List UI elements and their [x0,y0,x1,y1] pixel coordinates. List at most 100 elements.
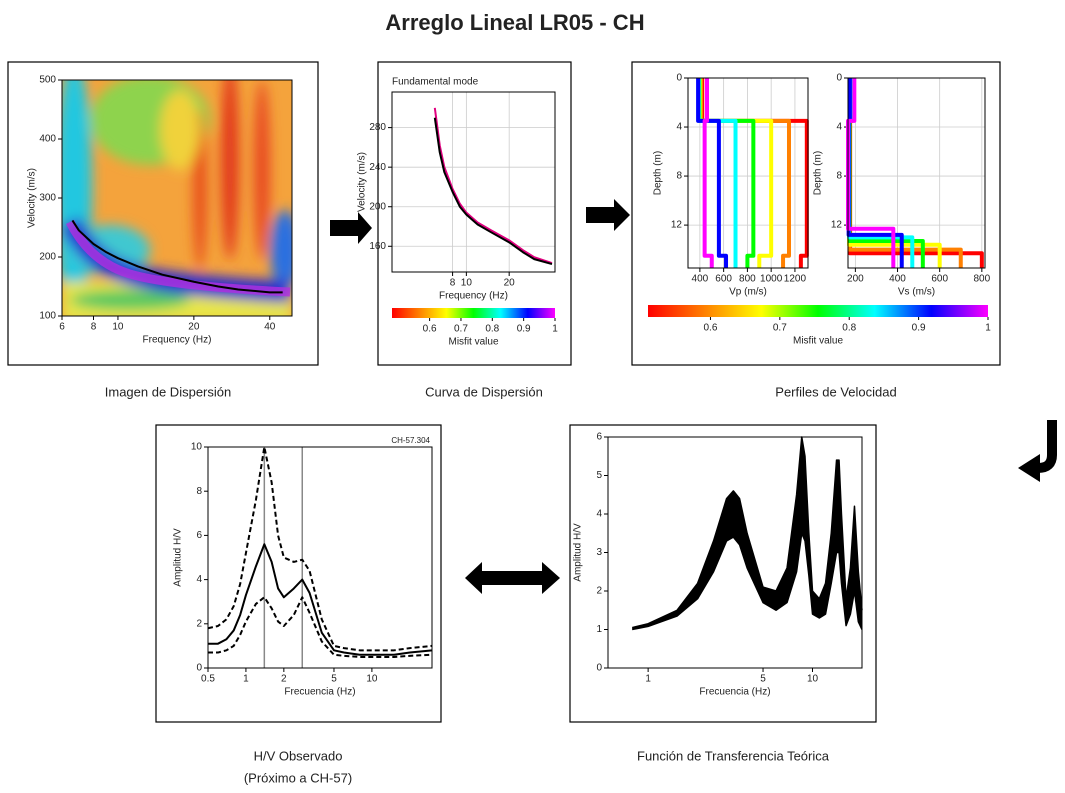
x-tick-label: 8 [91,322,97,333]
return-arrow [1018,420,1057,482]
plot-frame [391,91,556,273]
y-tick-label: 6 [196,530,202,541]
colorbar-tick-label: 0.8 [842,323,856,334]
y-tick-label: 10 [191,442,203,453]
y-tick-label: 8 [196,486,202,497]
y-tick-label: 12 [831,220,843,231]
y-tick-label: 500 [39,75,56,86]
x-tick-label: 1 [645,674,651,685]
y-axis-label: Amplitud H/V [573,523,584,582]
x-tick-label: 600 [715,274,732,285]
y-tick-label: 8 [836,171,842,182]
x-tick-label: 800 [739,274,756,285]
x-tick-label: 20 [188,322,200,333]
y-tick-label: 4 [836,122,842,133]
plot-annotation: CH-57.304 [391,436,430,445]
data-line [632,436,863,629]
y-tick-label: 8 [676,171,682,182]
y-tick-label: 0 [596,663,602,674]
data-line [433,117,553,266]
x-tick-label: 10 [366,674,378,685]
data-line [71,219,283,294]
x-tick-label: 1 [243,674,249,685]
x-tick-label: 400 [692,274,709,285]
x-axis-label: Frecuencia (Hz) [699,687,770,698]
x-tick-label: 400 [889,274,906,285]
x-tick-label: 40 [264,322,276,333]
plot-frame [687,77,809,269]
x-tick-label: 600 [931,274,948,285]
x-tick-label: 20 [504,278,516,289]
y-tick-label: 6 [596,432,602,443]
data-line [207,446,433,652]
plot-area [208,447,432,668]
x-axis-label: Frequency (Hz) [143,335,212,346]
caption: Perfiles de Velocidad [775,384,896,399]
x-tick-label: 2 [281,674,287,685]
y-tick-label: 4 [596,509,602,520]
data-line [632,532,863,631]
plot-frame [61,79,293,317]
y-tick-label: 4 [676,122,682,133]
plot-title: Fundamental mode [392,77,479,88]
y-axis-label: Velocity (m/s) [357,152,368,212]
x-tick-label: 5 [760,674,766,685]
plot-frame [207,446,433,669]
y-tick-label: 5 [596,470,602,481]
y-axis-label: Amplitud H/V [173,528,184,587]
caption: (Próximo a CH-57) [244,770,352,785]
colorbar-tick-label: 0.6 [703,323,717,334]
colorbar-tick-label: 0.7 [773,323,787,334]
caption: H/V Observado [254,748,343,763]
arrow [330,212,372,244]
y-tick-label: 0 [196,663,202,674]
colorbar [648,305,988,317]
y-axis-label: Depth (m) [813,151,824,195]
y-tick-label: 4 [196,574,202,585]
x-tick-label: 0.5 [201,674,215,685]
x-tick-label: 1200 [784,274,807,285]
dispersion-image [62,80,292,316]
plot-frame [847,77,986,269]
data-line [208,596,433,658]
profile-line [702,78,714,268]
plot-frame [607,436,863,669]
x-tick-label: 8 [450,278,456,289]
y-tick-label: 300 [39,193,56,204]
data-line [208,543,433,656]
colorbar-label: Misfit value [448,337,498,348]
x-axis-label: Vp (m/s) [729,287,767,298]
plot-area [608,437,862,668]
figure-title: Arreglo Lineal LR05 - CH [385,10,644,35]
y-tick-label: 12 [671,220,683,231]
y-tick-label: 400 [39,134,56,145]
y-tick-label: 200 [39,252,56,263]
x-axis-label: Vs (m/s) [898,287,935,298]
y-tick-label: 0 [836,73,842,84]
y-axis-label: Depth (m) [653,151,664,195]
colorbar-tick-label: 0.9 [912,323,926,334]
y-tick-label: 240 [369,162,386,173]
x-axis-label: Frecuencia (Hz) [284,687,355,698]
colorbar-tick-label: 1 [552,324,558,335]
arrow [586,199,630,231]
profile-line [696,78,729,268]
y-tick-label: 1 [596,624,602,635]
colorbar-tick-label: 0.7 [454,324,468,335]
caption: Función de Transferencia Teórica [637,748,830,763]
y-tick-label: 280 [369,122,386,133]
y-tick-label: 3 [596,547,602,558]
y-tick-label: 100 [39,311,56,322]
colorbar [392,308,555,318]
x-tick-label: 200 [847,274,864,285]
y-tick-label: 2 [596,586,602,597]
x-tick-label: 5 [331,674,337,685]
double-arrow [465,562,560,594]
caption: Curva de Dispersión [425,384,543,399]
x-tick-label: 10 [112,322,124,333]
y-tick-label: 200 [369,201,386,212]
y-axis-label: Velocity (m/s) [27,168,38,228]
data-line [433,107,553,265]
colorbar-tick-label: 0.9 [517,324,531,335]
plot-area [392,92,555,272]
